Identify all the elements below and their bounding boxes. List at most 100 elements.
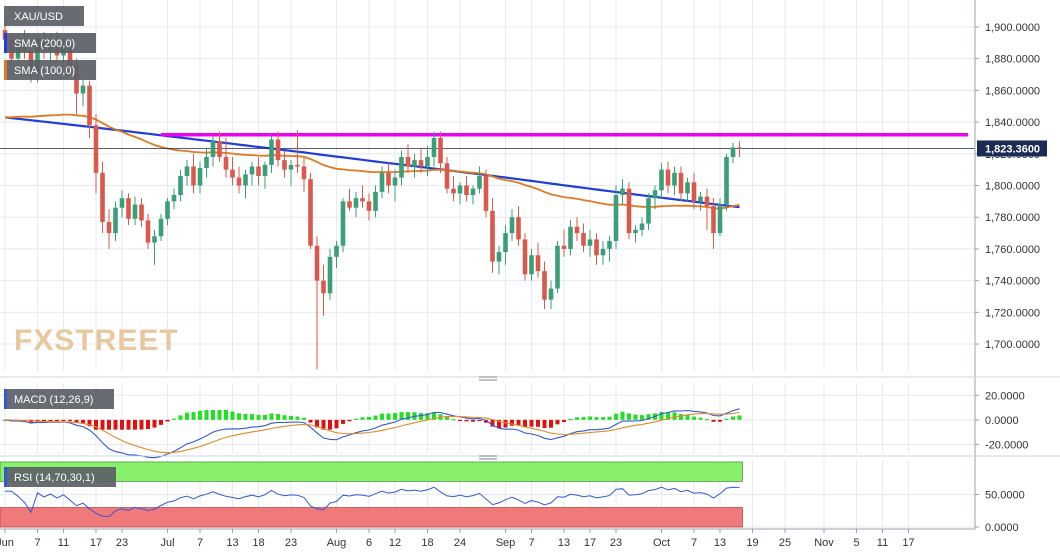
candle bbox=[613, 185, 619, 249]
candle bbox=[490, 198, 495, 273]
macd-histogram-bar bbox=[536, 419, 540, 427]
candle-body bbox=[87, 85, 92, 126]
candle-body bbox=[574, 226, 580, 234]
macd-histogram-bar bbox=[497, 419, 501, 429]
candle bbox=[106, 209, 112, 249]
macd-histogram-bar bbox=[334, 419, 339, 429]
rsi-tick-label: 50.0000 bbox=[985, 490, 1025, 502]
candle bbox=[639, 217, 645, 237]
macd-histogram-bar bbox=[61, 419, 66, 422]
macd-histogram-bar bbox=[191, 412, 196, 420]
macd-tick-label: 0.0000 bbox=[985, 415, 1019, 427]
macd-histogram-bar bbox=[3, 419, 7, 422]
candle-body bbox=[607, 240, 612, 249]
candle bbox=[184, 160, 190, 186]
macd-histogram-bar bbox=[607, 416, 612, 420]
candle-body bbox=[620, 188, 625, 196]
legend-sma200-bg bbox=[4, 33, 96, 53]
macd-histogram-bar bbox=[328, 419, 332, 430]
price-tick-label: 1,760.0000 bbox=[985, 244, 1040, 256]
pane-resize-handles bbox=[479, 376, 497, 460]
candle-body bbox=[548, 288, 554, 300]
candle bbox=[418, 147, 424, 173]
macd-histogram-bar bbox=[282, 415, 287, 420]
x-tick-label: Nov bbox=[814, 537, 834, 549]
x-tick-label: Oct bbox=[653, 537, 670, 549]
candle bbox=[698, 191, 703, 211]
x-tick-label: Jul bbox=[160, 537, 174, 549]
candle-body bbox=[366, 201, 372, 211]
macd-histogram-bar bbox=[568, 419, 573, 421]
macd-histogram-bar bbox=[575, 417, 579, 420]
macd-histogram-bar bbox=[276, 414, 280, 420]
candle bbox=[353, 191, 359, 218]
candle bbox=[717, 198, 723, 237]
candle-body bbox=[119, 198, 125, 208]
candle bbox=[93, 114, 99, 194]
macd-histogram-bar bbox=[445, 416, 449, 420]
macd-line bbox=[4, 408, 740, 459]
candle-body bbox=[425, 156, 430, 167]
candle bbox=[230, 156, 235, 186]
macd-histogram-bar bbox=[685, 414, 690, 420]
legend-macd-bg bbox=[4, 389, 114, 409]
candle-body bbox=[516, 217, 521, 240]
macd-histogram-bar bbox=[516, 419, 521, 426]
x-tick-label: 6 bbox=[366, 537, 372, 549]
candle-body bbox=[522, 239, 528, 275]
candle bbox=[171, 188, 177, 210]
candle-body bbox=[509, 217, 515, 234]
legend-macd-label: MACD (12,26,9) bbox=[14, 394, 93, 406]
legend-sma100-label: SMA (100,0) bbox=[14, 65, 75, 77]
legend-rsi: RSI (14,70,30,1) bbox=[4, 467, 116, 487]
candle-body bbox=[132, 204, 138, 219]
x-tick-label: 7 bbox=[528, 537, 534, 549]
macd-histogram-bar bbox=[627, 413, 631, 420]
candle-body bbox=[659, 169, 664, 191]
pane-resize-handle[interactable] bbox=[479, 455, 497, 460]
macd-histogram-bar bbox=[133, 419, 137, 430]
candle bbox=[477, 166, 482, 194]
macd-histogram-bar bbox=[679, 413, 683, 420]
candle bbox=[113, 201, 118, 241]
candle bbox=[87, 80, 92, 138]
macd-histogram-bar bbox=[367, 416, 371, 420]
candle bbox=[308, 172, 313, 249]
macd-histogram-bar bbox=[666, 412, 670, 420]
macd-histogram-bar bbox=[373, 415, 378, 420]
candle-body bbox=[178, 175, 183, 196]
macd-histogram-bar bbox=[458, 419, 462, 422]
legend-sma200-swatch bbox=[4, 33, 7, 53]
pane-resize-handle[interactable] bbox=[479, 376, 497, 381]
macd-histogram-bar bbox=[87, 419, 92, 427]
candle bbox=[262, 161, 268, 189]
x-tick-label: 25 bbox=[779, 537, 791, 549]
macd-histogram-bar bbox=[698, 417, 703, 420]
rsi-bands bbox=[0, 461, 743, 528]
legend-xauusd: XAU/USD bbox=[4, 6, 84, 26]
candle bbox=[607, 236, 612, 262]
candle-body bbox=[191, 166, 196, 186]
candle bbox=[405, 144, 411, 173]
candle bbox=[574, 217, 580, 241]
candle-body bbox=[561, 245, 567, 249]
candle-body bbox=[626, 188, 632, 234]
candle bbox=[516, 206, 521, 246]
macd-tick-label: -20.0000 bbox=[985, 439, 1028, 451]
candle bbox=[217, 131, 222, 162]
candle-body bbox=[470, 188, 476, 196]
macd-histogram-bar bbox=[419, 412, 423, 420]
candle-body bbox=[542, 271, 547, 300]
candle bbox=[340, 198, 346, 253]
candle bbox=[711, 198, 716, 249]
macd-histogram-bar bbox=[126, 419, 131, 430]
macd-histogram-bar bbox=[113, 419, 118, 430]
candle bbox=[236, 166, 242, 194]
macd-histogram-bar bbox=[354, 418, 358, 420]
candle bbox=[100, 161, 105, 234]
candle bbox=[360, 185, 365, 208]
candle bbox=[529, 248, 534, 281]
macd-histogram-bar bbox=[198, 410, 202, 420]
macd-histogram-bar bbox=[425, 413, 430, 420]
